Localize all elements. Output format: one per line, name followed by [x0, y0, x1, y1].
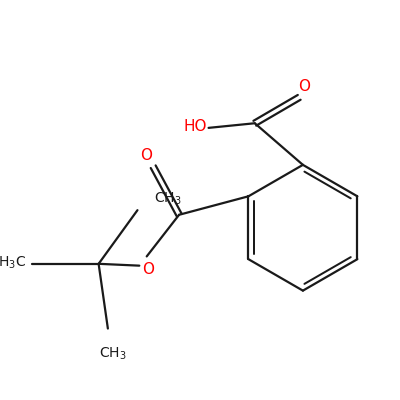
- Text: CH$_3$: CH$_3$: [154, 191, 182, 207]
- Text: CH$_3$: CH$_3$: [99, 345, 126, 362]
- Text: HO: HO: [184, 118, 207, 134]
- Text: O: O: [140, 148, 152, 163]
- Text: O: O: [142, 262, 154, 277]
- Text: O: O: [298, 79, 310, 94]
- Text: H$_3$C: H$_3$C: [0, 255, 26, 271]
